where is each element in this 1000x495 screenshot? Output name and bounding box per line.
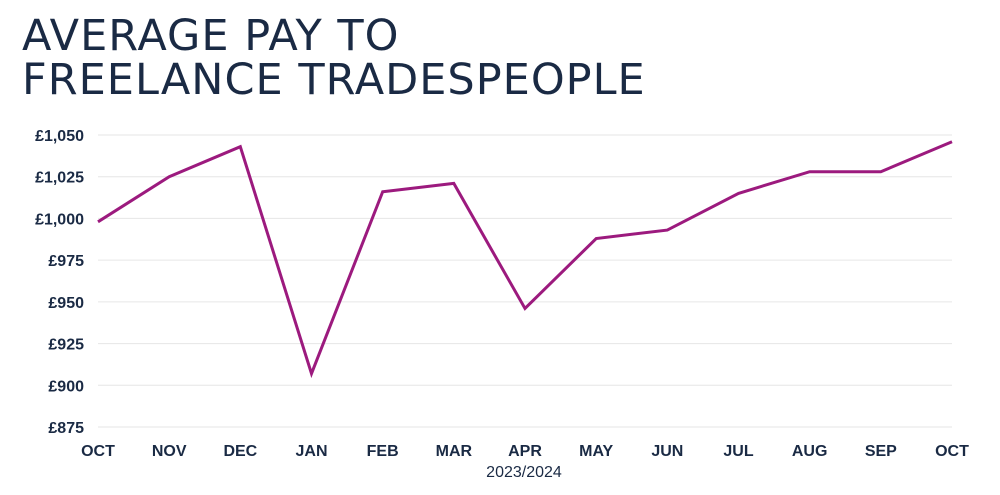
x-tick-label: MAR <box>436 443 473 460</box>
y-tick-label: £925 <box>48 337 84 354</box>
x-tick-label: JAN <box>295 443 327 460</box>
x-tick-label: MAY <box>579 443 613 460</box>
y-tick-label: £1,000 <box>35 211 84 228</box>
chart-title: AVERAGE PAY TO FREELANCE TRADESPEOPLE <box>22 14 646 102</box>
x-tick-label: JUN <box>651 443 683 460</box>
x-axis-label: 2023/2024 <box>486 464 562 481</box>
x-axis-tick-labels: OCT NOV DEC JAN FEB MAR APR MAY JUN JUL AUG SEP OCT <box>81 443 969 460</box>
x-tick-label: JUL <box>723 443 753 460</box>
x-tick-label: DEC <box>223 443 257 460</box>
series-layer <box>97 140 953 379</box>
x-tick-label: OCT <box>81 443 115 460</box>
y-tick-label: £900 <box>48 378 84 395</box>
y-tick-label: £875 <box>48 420 84 437</box>
x-tick-label: APR <box>508 443 542 460</box>
y-tick-label: £1,050 <box>35 128 84 145</box>
y-tick-label: £950 <box>48 295 84 312</box>
y-tick-label: £1,025 <box>35 170 84 187</box>
y-tick-label: £975 <box>48 253 84 270</box>
chart-title-line-1: AVERAGE PAY TO <box>22 11 400 61</box>
x-tick-label: OCT <box>935 443 969 460</box>
x-tick-label: FEB <box>367 443 399 460</box>
x-tick-label: NOV <box>152 443 187 460</box>
x-tick-label: AUG <box>792 443 828 460</box>
chart-title-line-2: FREELANCE TRADESPEOPLE <box>22 55 646 105</box>
series-line <box>97 140 953 379</box>
gridlines <box>98 134 952 428</box>
x-tick-label: SEP <box>865 443 897 460</box>
y-axis-tick-labels: £875 £900 £925 £950 £975 £1,000 £1,025 £1,050 <box>35 128 84 437</box>
